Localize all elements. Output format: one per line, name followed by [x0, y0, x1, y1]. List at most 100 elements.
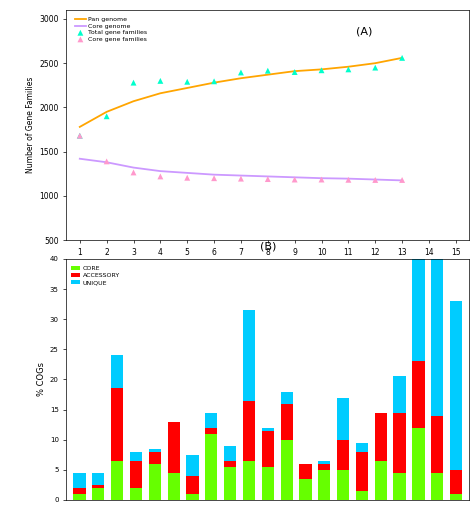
Bar — [450, 470, 462, 494]
Core gene families — [318, 175, 325, 183]
Core gene families — [210, 174, 218, 182]
Total gene families — [130, 79, 137, 87]
Bar — [356, 443, 368, 452]
Pan genome — [399, 55, 405, 61]
Core gene families — [264, 175, 272, 183]
Bar — [92, 485, 104, 488]
Bar — [186, 476, 199, 494]
Pan genome — [157, 90, 163, 96]
Bar — [337, 470, 349, 500]
Bar — [73, 473, 86, 488]
Bar — [205, 413, 218, 428]
Bar — [393, 413, 406, 473]
Bar — [318, 464, 330, 470]
Bar — [224, 446, 236, 461]
Bar — [393, 473, 406, 500]
Bar — [243, 400, 255, 461]
Bar — [412, 362, 425, 428]
Bar — [356, 452, 368, 491]
Bar — [412, 428, 425, 500]
Bar — [431, 473, 443, 500]
Bar — [130, 488, 142, 500]
Bar — [393, 376, 406, 413]
Total gene families — [345, 65, 352, 73]
Bar — [205, 428, 218, 434]
Bar — [73, 494, 86, 500]
Bar — [281, 440, 293, 500]
Bar — [224, 461, 236, 467]
Bar — [243, 310, 255, 400]
Core gene families — [345, 176, 352, 184]
Core genome — [346, 176, 351, 182]
Line: Pan genome: Pan genome — [80, 58, 402, 127]
Bar — [281, 403, 293, 440]
Bar — [111, 388, 123, 461]
Bar — [167, 473, 180, 500]
Core gene families — [156, 172, 164, 180]
Bar — [186, 494, 199, 500]
Core gene families — [183, 174, 191, 182]
Line: Core genome: Core genome — [80, 159, 402, 180]
Core genome — [131, 165, 137, 171]
Bar — [149, 452, 161, 464]
Core gene families — [130, 168, 137, 176]
Bar — [374, 413, 387, 461]
Pan genome — [346, 64, 351, 70]
Core genome — [157, 168, 163, 174]
Bar — [374, 461, 387, 500]
Core genome — [399, 177, 405, 183]
Core genome — [292, 174, 298, 180]
Total gene families — [103, 112, 110, 120]
X-axis label: Number of Genomes: Number of Genomes — [221, 260, 315, 269]
Bar — [243, 461, 255, 500]
Legend: CORE, ACCESSORY, UNIQUE: CORE, ACCESSORY, UNIQUE — [70, 265, 121, 286]
Total gene families — [156, 77, 164, 85]
Total gene families — [398, 54, 406, 62]
Core gene families — [372, 176, 379, 184]
Bar — [130, 452, 142, 461]
Bar — [92, 488, 104, 500]
Core gene families — [103, 158, 110, 166]
Core gene families — [237, 175, 245, 183]
Total gene families — [76, 132, 83, 140]
Bar — [167, 422, 180, 473]
Text: (A): (A) — [356, 26, 373, 36]
Bar — [130, 461, 142, 488]
Bar — [300, 479, 311, 500]
Total gene families — [183, 78, 191, 86]
Bar — [92, 473, 104, 485]
Bar — [431, 199, 443, 416]
Bar — [337, 440, 349, 470]
Core genome — [373, 176, 378, 182]
Core genome — [238, 173, 244, 179]
Total gene families — [372, 64, 379, 72]
Bar — [337, 397, 349, 440]
Core genome — [104, 159, 109, 165]
Core gene families — [291, 175, 299, 183]
Bar — [262, 428, 274, 431]
Pan genome — [131, 98, 137, 104]
Bar — [224, 467, 236, 500]
Bar — [149, 464, 161, 500]
Total gene families — [237, 69, 245, 77]
Pan genome — [238, 75, 244, 81]
Pan genome — [292, 68, 298, 74]
Pan genome — [373, 60, 378, 66]
Core gene families — [76, 132, 83, 140]
Bar — [111, 461, 123, 500]
Total gene families — [264, 67, 272, 75]
Bar — [450, 494, 462, 500]
Legend: Pan genome, Core genome, Total gene families, Core gene families: Pan genome, Core genome, Total gene fami… — [73, 16, 148, 43]
Bar — [318, 470, 330, 500]
Bar — [262, 467, 274, 500]
Core genome — [211, 172, 217, 178]
Bar — [450, 301, 462, 470]
Core gene families — [398, 176, 406, 184]
Core genome — [265, 173, 271, 179]
Core genome — [319, 175, 324, 181]
Bar — [300, 464, 311, 479]
Bar — [205, 434, 218, 500]
Bar — [149, 449, 161, 452]
Y-axis label: % COGs: % COGs — [36, 363, 46, 396]
Text: (B): (B) — [260, 242, 276, 251]
